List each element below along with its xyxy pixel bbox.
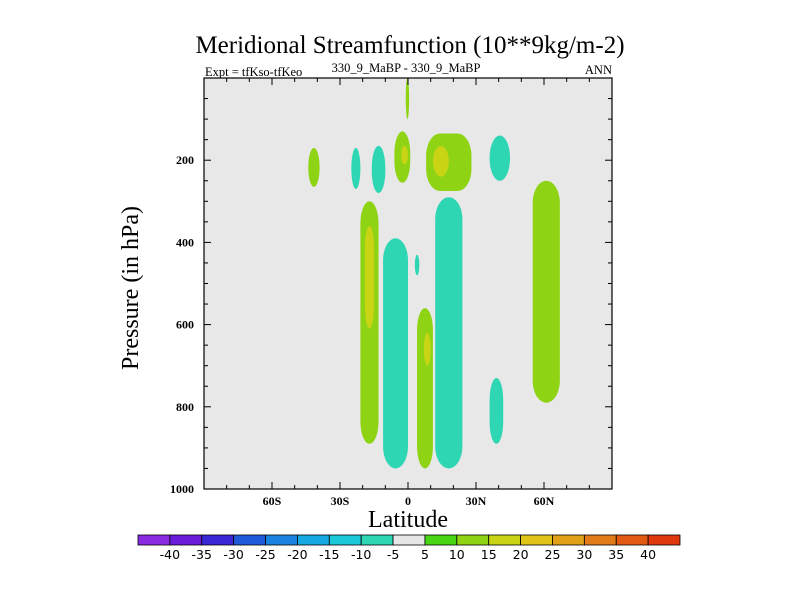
contour-region (414, 254, 420, 276)
colorbar-tick-label: -30 (223, 547, 243, 562)
left-subtitle: Expt = tfKso-tfKeo (205, 65, 302, 79)
colorbar-tick-label: -35 (192, 547, 212, 562)
colorbar-swatch (297, 534, 330, 546)
contour-region (405, 78, 410, 120)
contour-region (435, 197, 463, 469)
colorbar-tick-label: 35 (608, 547, 624, 562)
contour-region (417, 308, 433, 469)
contour-region (532, 180, 560, 403)
colorbar-tick-label: -10 (351, 547, 371, 562)
x-tick-label: 60N (534, 494, 555, 508)
y-tick-label: 800 (176, 400, 194, 414)
contour-region (389, 365, 402, 411)
x-tick-label: 60S (263, 494, 282, 508)
colorbar-swatch (520, 534, 553, 546)
colorbar-swatch (201, 534, 235, 546)
colorbar-tick-label: -20 (287, 547, 307, 562)
colorbar-swatch (137, 534, 171, 546)
contour-region (432, 145, 449, 177)
contour-region (426, 133, 472, 192)
colorbar: -40 -35 -30 -25 -20 -15 -10 -5 5 10 15 20 25 30 35 40 (137, 534, 681, 562)
colorbar-tick-label: 25 (545, 547, 561, 562)
colorbar-swatch (328, 534, 362, 546)
colorbar-tick-label: 10 (449, 547, 465, 562)
colorbar-tick-label: -15 (319, 547, 339, 562)
x-tick-label: 30S (331, 494, 350, 508)
y-tick-label: 1000 (170, 482, 194, 496)
colorbar-swatch (424, 534, 458, 546)
x-axis-label: Latitude (368, 507, 448, 533)
colorbar-swatch (615, 534, 649, 546)
colorbar-tick-label: -40 (160, 547, 180, 562)
colorbar-tick-label: -25 (255, 547, 275, 562)
colorbar-swatch (360, 534, 394, 546)
colorbar-tick-label: 40 (640, 547, 656, 562)
axes: 60S 30S 0 30N 60N 200 400 600 800 1000 (170, 77, 613, 508)
x-tick-label: 0 (405, 494, 411, 508)
colorbar-tick-label: 5 (421, 547, 429, 562)
y-axis-label: Pressure (in hPa) (118, 206, 144, 370)
colorbar-swatch (392, 534, 426, 546)
contour-region (401, 145, 408, 165)
contour-region (489, 378, 504, 444)
x-tick-label: 30N (466, 494, 487, 508)
contour-region (439, 250, 454, 284)
colorbar-tick-label: 20 (513, 547, 529, 562)
colorbar-swatch (647, 534, 681, 546)
colorbar-swatch (233, 534, 266, 546)
colorbar-swatch (456, 534, 490, 546)
colorbar-tick-label: 30 (576, 547, 592, 562)
colorbar-swatch (583, 534, 617, 546)
y-tick-label: 200 (176, 153, 194, 167)
chart-title: Meridional Streamfunction (10**9kg/m-2) (195, 32, 624, 59)
colorbar-swatch (552, 534, 585, 546)
contour-region (371, 145, 386, 194)
plot-area (204, 78, 612, 489)
y-tick-label: 600 (176, 318, 194, 332)
colorbar-swatch (488, 534, 521, 546)
contour-region (489, 135, 510, 181)
contour-region (351, 147, 361, 189)
colorbar-tick-label: -5 (387, 547, 399, 562)
contour-region (383, 238, 408, 469)
right-subtitle: ANN (585, 63, 612, 77)
contour-region (364, 225, 374, 329)
center-subtitle: 330_9_MaBP - 330_9_MaBP (332, 61, 481, 75)
contour-region (423, 332, 431, 366)
colorbar-swatch (169, 534, 203, 546)
y-tick-label: 400 (176, 235, 194, 249)
contour-region (308, 147, 320, 187)
colorbar-tick-label: 15 (481, 547, 497, 562)
colorbar-swatch (265, 534, 298, 546)
